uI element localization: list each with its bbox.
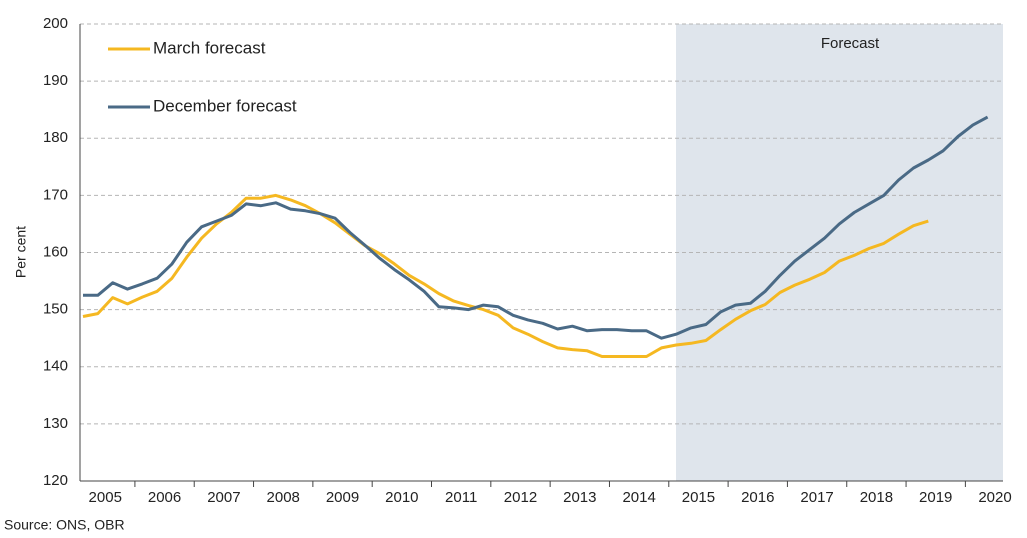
- series-line: [83, 115, 989, 340]
- source-note: Source: ONS, OBR: [4, 517, 125, 533]
- x-tick-label: 2016: [741, 489, 774, 506]
- y-tick-label: 200: [43, 15, 68, 32]
- y-axis-label: Per cent: [13, 226, 29, 278]
- x-tick-label: 2019: [919, 489, 952, 506]
- x-tick-label: 2015: [682, 489, 715, 506]
- y-tick-label: 150: [43, 301, 68, 318]
- forecast-label: Forecast: [821, 35, 880, 52]
- x-tick-label: 2018: [860, 489, 893, 506]
- legend-label: March forecast: [153, 38, 266, 57]
- x-tick-label: 2013: [563, 489, 596, 506]
- x-tick-label: 2008: [267, 489, 300, 506]
- x-tick-label: 2017: [800, 489, 833, 506]
- y-tick-label: 120: [43, 472, 68, 489]
- x-tick-label: 2005: [89, 489, 122, 506]
- x-tick-label: 2020: [978, 489, 1011, 506]
- y-tick-label: 130: [43, 415, 68, 432]
- x-tick-label: 2009: [326, 489, 359, 506]
- y-tick-label: 170: [43, 186, 68, 203]
- x-tick-label: 2007: [207, 489, 240, 506]
- x-tick-label: 2012: [504, 489, 537, 506]
- y-tick-label: 190: [43, 72, 68, 89]
- x-tick-label: 2011: [445, 489, 477, 506]
- y-tick-label: 160: [43, 243, 68, 260]
- x-tick-label: 2010: [385, 489, 418, 506]
- x-tick-label: 2014: [622, 489, 655, 506]
- y-tick-label: 180: [43, 129, 68, 146]
- legend-label: December forecast: [153, 96, 297, 115]
- y-tick-label: 140: [43, 358, 68, 375]
- x-tick-label: 2006: [148, 489, 181, 506]
